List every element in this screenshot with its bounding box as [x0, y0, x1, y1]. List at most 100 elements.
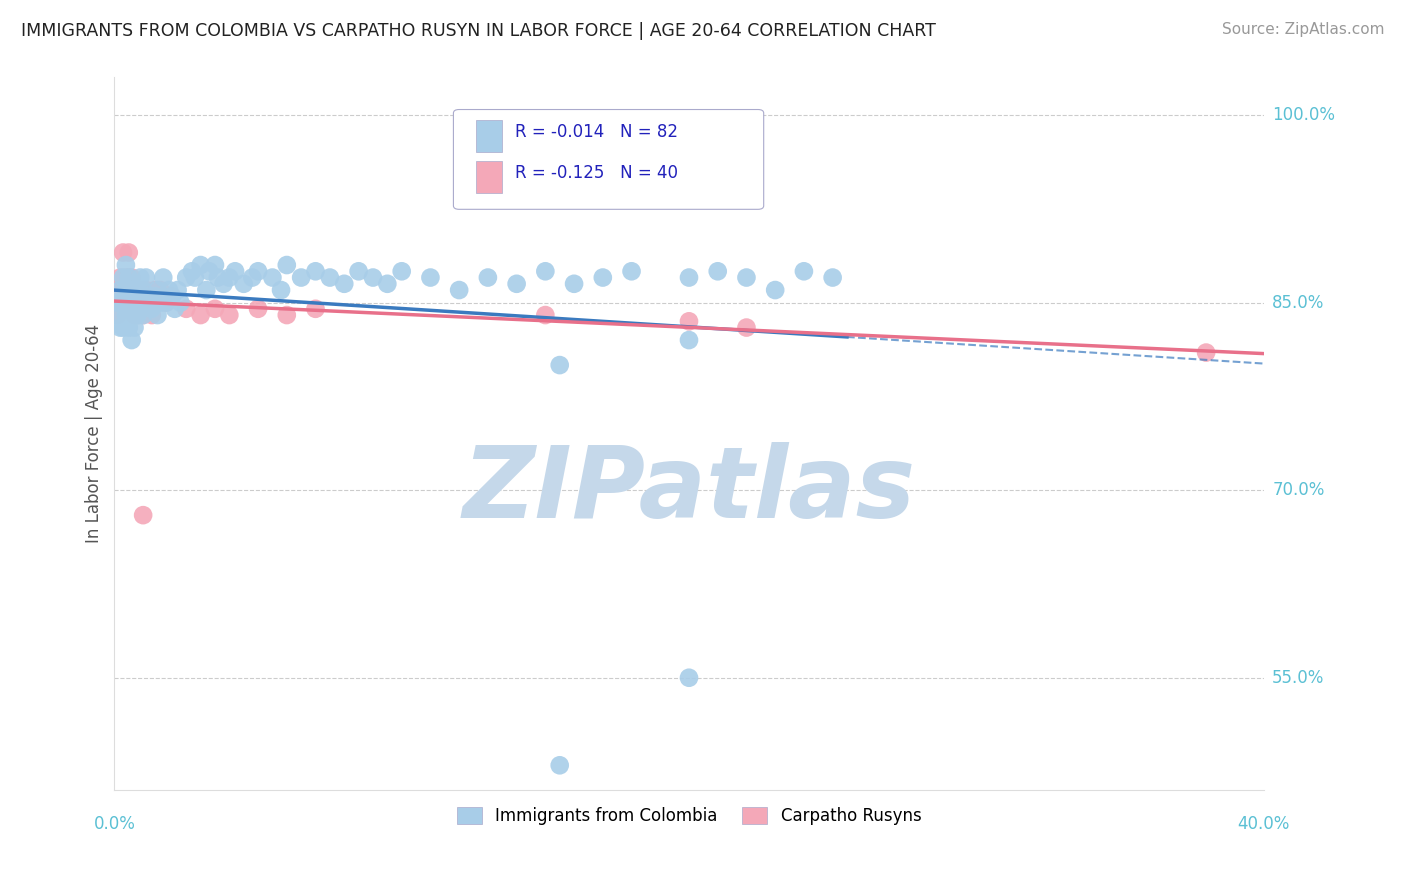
- Point: [112, 320, 135, 334]
- Point: [132, 283, 155, 297]
- Point: [174, 270, 197, 285]
- Point: [127, 283, 149, 297]
- Point: [112, 283, 135, 297]
- Point: [115, 283, 138, 297]
- Point: [204, 301, 226, 316]
- Point: [132, 508, 155, 523]
- Point: [115, 308, 138, 322]
- Point: [118, 320, 141, 334]
- Point: [124, 320, 146, 334]
- Point: [124, 295, 146, 310]
- Point: [304, 264, 326, 278]
- Point: [218, 270, 240, 285]
- Point: [1195, 345, 1218, 359]
- Point: [270, 283, 292, 297]
- Point: [105, 308, 128, 322]
- Point: [232, 277, 254, 291]
- Point: [132, 283, 155, 297]
- Text: Source: ZipAtlas.com: Source: ZipAtlas.com: [1222, 22, 1385, 37]
- Point: [391, 264, 413, 278]
- Point: [141, 301, 163, 316]
- Point: [127, 283, 149, 297]
- Point: [112, 245, 135, 260]
- Point: [115, 270, 138, 285]
- Point: [105, 308, 128, 322]
- Point: [129, 295, 152, 310]
- Point: [138, 295, 160, 310]
- Point: [184, 270, 207, 285]
- Point: [212, 277, 235, 291]
- Point: [127, 308, 149, 322]
- Y-axis label: In Labor Force | Age 20-64: In Labor Force | Age 20-64: [86, 325, 103, 543]
- Point: [181, 264, 204, 278]
- Point: [118, 245, 141, 260]
- Point: [157, 283, 180, 297]
- Text: 0.0%: 0.0%: [93, 815, 135, 833]
- Point: [190, 258, 212, 272]
- Point: [121, 270, 143, 285]
- Point: [105, 283, 128, 297]
- Point: [198, 264, 221, 278]
- Point: [112, 295, 135, 310]
- Point: [166, 283, 188, 297]
- Point: [319, 270, 342, 285]
- Point: [149, 283, 172, 297]
- Point: [361, 270, 384, 285]
- Point: [190, 308, 212, 322]
- Point: [127, 308, 149, 322]
- Point: [118, 270, 141, 285]
- Point: [224, 264, 246, 278]
- Point: [129, 270, 152, 285]
- Point: [620, 264, 643, 278]
- Point: [105, 295, 128, 310]
- Point: [477, 270, 499, 285]
- Point: [115, 258, 138, 272]
- Text: R = -0.014   N = 82: R = -0.014 N = 82: [516, 123, 679, 141]
- Point: [204, 258, 226, 272]
- Point: [160, 289, 183, 303]
- Point: [706, 264, 728, 278]
- Text: 85.0%: 85.0%: [1272, 293, 1324, 311]
- Point: [262, 270, 284, 285]
- Point: [207, 270, 229, 285]
- Point: [121, 333, 143, 347]
- Text: 100.0%: 100.0%: [1272, 106, 1336, 124]
- Point: [143, 283, 166, 297]
- Point: [152, 270, 174, 285]
- Point: [419, 270, 441, 285]
- Point: [548, 358, 571, 372]
- Point: [118, 270, 141, 285]
- Point: [118, 295, 141, 310]
- Point: [276, 258, 298, 272]
- Text: 70.0%: 70.0%: [1272, 481, 1324, 500]
- Bar: [477, 120, 502, 152]
- Point: [247, 264, 270, 278]
- Point: [449, 283, 471, 297]
- Point: [112, 270, 135, 285]
- Point: [678, 671, 700, 685]
- Point: [304, 301, 326, 316]
- Point: [735, 270, 758, 285]
- Point: [143, 289, 166, 303]
- Point: [149, 295, 172, 310]
- Point: [121, 283, 143, 297]
- Point: [735, 320, 758, 334]
- FancyBboxPatch shape: [453, 110, 763, 210]
- Point: [333, 277, 356, 291]
- Point: [146, 308, 169, 322]
- Point: [592, 270, 614, 285]
- Point: [124, 283, 146, 297]
- Point: [115, 295, 138, 310]
- Point: [247, 301, 270, 316]
- Point: [129, 295, 152, 310]
- Point: [121, 308, 143, 322]
- Point: [678, 270, 700, 285]
- Point: [169, 295, 191, 310]
- Point: [141, 308, 163, 322]
- Point: [135, 289, 157, 303]
- Point: [763, 283, 786, 297]
- Point: [218, 308, 240, 322]
- Point: [562, 277, 585, 291]
- Point: [195, 283, 218, 297]
- Point: [821, 270, 844, 285]
